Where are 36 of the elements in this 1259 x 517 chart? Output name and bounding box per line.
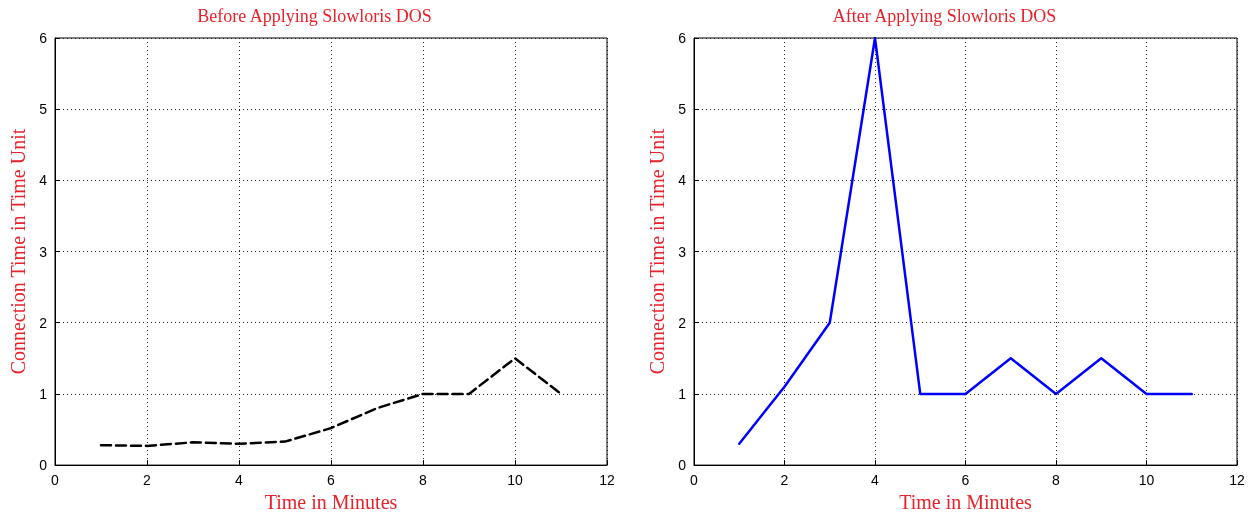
x-tick-label: 8 [419, 472, 428, 489]
x-tick-label: 10 [1138, 472, 1155, 489]
y-tick-label: 1 [39, 385, 48, 402]
x-tick-label: 0 [51, 472, 60, 489]
y-tick-label: 4 [678, 172, 687, 189]
y-tick-label: 0 [39, 457, 48, 474]
line-series [99, 357, 563, 448]
x-tick-label: 2 [143, 472, 152, 489]
y-tick-label: 4 [39, 172, 48, 189]
x-tick-label: 4 [871, 472, 880, 489]
x-tick-label: 8 [1052, 472, 1061, 489]
y-tick-label: 5 [678, 101, 687, 118]
y-tick-label: 6 [39, 30, 48, 46]
x-tick-label: 10 [507, 472, 523, 489]
y-tick-label: 2 [39, 314, 48, 331]
line-series [738, 36, 1193, 445]
x-tick-label: 0 [690, 472, 699, 489]
x-tick-label: 12 [599, 472, 615, 489]
y-tick-label: 3 [678, 243, 687, 260]
y-tick-label: 5 [39, 101, 48, 118]
y-tick-label: 1 [678, 385, 687, 402]
x-tick-label: 2 [780, 472, 789, 489]
y-axis-title: Connection Time in Time Unit [646, 128, 669, 375]
x-tick-label: 6 [327, 472, 336, 489]
y-tick-label: 2 [678, 314, 687, 331]
chart-title: Before Applying Slowloris DOS [197, 6, 432, 26]
x-tick-label: 12 [1229, 472, 1245, 489]
x-tick-label: 4 [235, 472, 244, 489]
y-tick-label: 3 [39, 243, 48, 260]
y-tick-label: 6 [678, 30, 687, 46]
x-axis-title: Time in Minutes [899, 491, 1033, 513]
y-axis-title: Connection Time in Time Unit [7, 128, 30, 375]
x-tick-label: 6 [961, 472, 970, 489]
y-tick-label: 0 [678, 457, 687, 474]
chart-title: After Applying Slowloris DOS [832, 6, 1057, 26]
x-axis-title: Time in Minutes [264, 491, 398, 513]
